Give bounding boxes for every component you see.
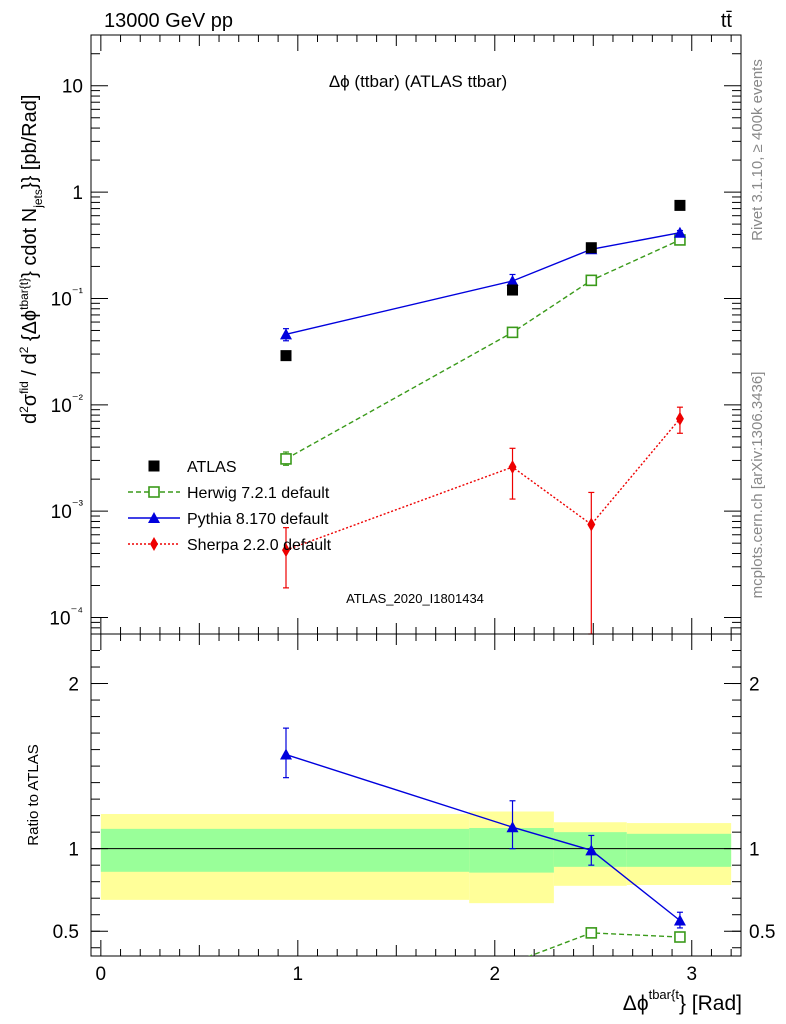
x-tick-label: 2: [489, 964, 500, 985]
ratio-y-tick-label-right: 0.5: [749, 922, 775, 943]
chart-title: Δϕ (ttbar) (ATLAS ttbar): [329, 72, 507, 91]
ratio-y-tick-label-right: 1: [749, 840, 760, 861]
series-atlas: [280, 199, 686, 362]
x-axis-label-part: } [Rad]: [679, 992, 742, 1015]
data-point: [506, 274, 519, 286]
header-process: tt̄: [721, 10, 733, 32]
legend-label: Herwig 7.2.1 default: [187, 485, 330, 502]
series-line: [285, 232, 681, 336]
x-axis-label: Δϕtbar{t} [Rad]: [623, 987, 742, 1015]
y-tick-label: 10⁻²: [51, 391, 84, 417]
y-axis-label: d2σfid / d2 {Δϕtbar{t}} cdot Njets}} [pb…: [17, 95, 45, 424]
series-2: [280, 226, 686, 342]
y-axis-label-part: fid: [17, 381, 31, 394]
x-tick-label: 0: [96, 964, 107, 985]
ratio-y-axis-label: Ratio to ATLAS: [25, 744, 42, 845]
ratio-point: [585, 844, 598, 856]
ratio-point: [674, 931, 686, 943]
analysis-label: ATLAS_2020_I1801434: [346, 591, 484, 606]
data-point: [673, 226, 686, 238]
data-point: [280, 350, 292, 362]
data-point: [282, 543, 290, 558]
y-axis-label-part: d: [19, 413, 41, 424]
ratio-y-tick-label: 1: [68, 840, 79, 861]
data-point: [280, 453, 292, 465]
x-tick-label: 3: [686, 964, 697, 985]
legend-label: Sherpa 2.2.0 default: [187, 537, 332, 554]
data-point: [508, 460, 517, 475]
y-tick-label: 10: [62, 77, 83, 98]
data-point: [587, 517, 596, 532]
y-tick-exponent: ⁻³: [72, 497, 84, 512]
series-1: [280, 234, 686, 466]
data-point: [585, 242, 597, 254]
x-axis-label-part: Δϕ: [623, 992, 649, 1015]
uncertainty-band-inner: [626, 833, 732, 867]
x-axis-label-part: tbar{t: [649, 987, 680, 1002]
ratio-series-line: [285, 753, 681, 922]
ratio-y-tick-label: 2: [68, 675, 79, 696]
ratio-point: [506, 821, 519, 833]
y-tick-label: 1: [72, 183, 83, 204]
ratio-point: [280, 748, 292, 760]
ratio-point: [673, 914, 686, 926]
ratio-point: [585, 927, 598, 939]
mcplots-label: mcplots.cern.ch [arXiv:1306.3436]: [749, 372, 766, 599]
uncertainty-band-inner: [469, 828, 554, 873]
y-tick-label: 10⁻¹: [51, 284, 84, 310]
data-point: [280, 328, 292, 340]
y-axis-label-part: jets: [31, 189, 45, 209]
y-axis-label-part: {Δϕ: [19, 310, 41, 347]
ratio-series-0: [528, 927, 686, 956]
legend-label: Pythia 8.170 default: [187, 511, 329, 528]
y-tick-exponent: ⁻²: [72, 391, 84, 406]
legend-label: ATLAS: [187, 459, 237, 476]
x-tick-label: 1: [293, 964, 304, 985]
y-axis-label-part: 2: [17, 346, 31, 353]
y-tick-exponent: ⁻¹: [72, 284, 84, 299]
ratio-series-1: [280, 727, 686, 929]
data-point: [507, 284, 519, 296]
y-axis-label-part: 2: [17, 406, 31, 413]
data-point: [585, 274, 598, 287]
legend-marker: [148, 460, 160, 472]
ratio-y-tick-label: 0.5: [53, 922, 79, 943]
y-tick-exponent: ⁻⁴: [71, 604, 83, 619]
series-line: [285, 239, 681, 460]
legend-marker: [148, 486, 160, 498]
header-energy: 13000 GeV pp: [104, 10, 233, 32]
y-axis-label-part: σ: [19, 393, 41, 406]
y-axis-label-part: }} [pb/Rad]: [19, 95, 41, 190]
ratio-frame: [90, 633, 742, 957]
ratio-y-tick-label-right: 2: [749, 675, 760, 696]
header: 13000 GeV pp tt̄: [104, 10, 732, 32]
y-tick-label: 10⁻³: [51, 497, 84, 523]
ratio-panel: 0.5 0.5 1 1 2 2 0 1 2 3 Ratio to ATLAS Δϕtbar{t} [R…: [25, 633, 775, 1015]
y-axis-label-part: tbar{t}: [17, 278, 31, 310]
y-tick-label: 10⁻⁴: [49, 604, 83, 630]
data-point: [674, 199, 686, 211]
series-3: [282, 406, 684, 635]
uncertainty-band-inner: [100, 828, 470, 872]
series-line: [285, 418, 681, 551]
y-axis-label-part: } cdot N: [19, 208, 41, 278]
main-panel: 10⁻⁴ 10⁻³ 10⁻² 10⁻¹ 1 10 Δϕ (ttbar) (ATLAS ttb…: [17, 34, 742, 635]
y-axis-label-part: / d: [19, 353, 41, 381]
data-point: [506, 326, 519, 339]
legend: ATLAS Herwig 7.2.1 default Pythia 8.170 de…: [128, 459, 332, 554]
data-point: [675, 411, 684, 426]
legend-marker: [148, 512, 160, 523]
legend-marker: [150, 537, 158, 551]
rivet-version-label: Rivet 3.1.10, ≥ 400k events: [749, 59, 766, 241]
